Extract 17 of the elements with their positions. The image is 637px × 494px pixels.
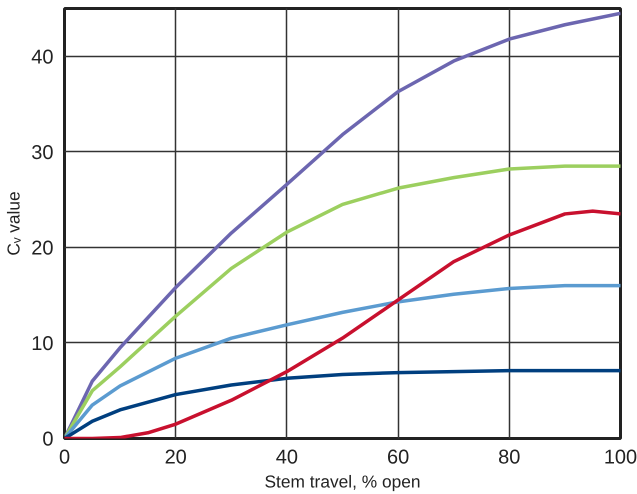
y-tick-label: 10 [31, 332, 54, 355]
line-series [64, 368, 620, 438]
line-series [64, 284, 620, 438]
x-tick-label: 0 [58, 446, 70, 468]
line-series [64, 164, 620, 438]
x-tick-label: 100 [604, 446, 637, 468]
x-tick-label: 80 [498, 446, 520, 468]
y-tick-label: 30 [31, 142, 54, 164]
x-axis-title: Stem travel, % open [264, 472, 421, 492]
y-axis-title: Cᵥ value [3, 191, 24, 256]
y-tick-label: 20 [31, 237, 54, 260]
x-tick-label: 60 [386, 446, 410, 468]
x-tick-label: 20 [164, 446, 187, 468]
x-tick-label: 40 [276, 446, 298, 468]
y-tick-label: 40 [31, 46, 54, 68]
line-series [64, 209, 620, 438]
y-tick-label: 0 [42, 428, 54, 450]
